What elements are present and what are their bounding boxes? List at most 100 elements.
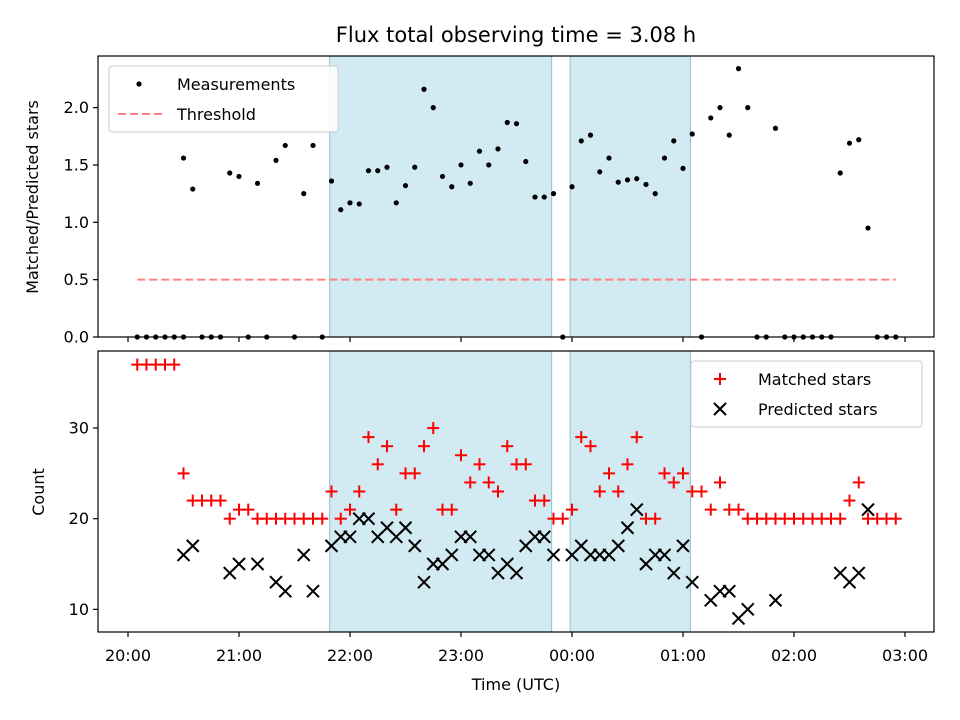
- legend-label-matched-stars: Matched stars: [758, 370, 871, 389]
- legend-label-predicted-stars: Predicted stars: [758, 400, 878, 419]
- matched-stars-point: [316, 512, 329, 525]
- matched-stars-point: [667, 476, 680, 489]
- predicted-stars-point: [398, 521, 413, 535]
- measurement-point: [384, 164, 390, 170]
- measurement-point: [495, 146, 501, 152]
- matched-stars-point: [381, 440, 393, 453]
- matched-stars-point: [603, 467, 615, 480]
- predicted-stars-point: [463, 530, 477, 544]
- matched-stars-point: [732, 503, 745, 516]
- measurement-point: [310, 142, 316, 149]
- predicted-stars-point: [768, 593, 783, 607]
- x-tick-label: 20:00: [105, 646, 151, 665]
- top-shaded-interval: [329, 55, 553, 338]
- measurement-point: [227, 170, 233, 176]
- measurement-point: [328, 178, 335, 184]
- measurement-point: [606, 155, 612, 161]
- measurement-point: [772, 125, 779, 131]
- top-legend-box: [108, 65, 339, 133]
- measurement-point: [421, 86, 427, 92]
- matched-stars-point: [344, 503, 356, 516]
- predicted-stars-point: [676, 539, 690, 553]
- measurement-point: [504, 119, 510, 126]
- predicted-stars-point: [482, 548, 496, 562]
- measurement-point: [689, 131, 695, 137]
- measurement-point: [513, 121, 520, 127]
- x-tick-label: 00:00: [549, 646, 595, 665]
- bottom-y-tick-label: 10: [69, 600, 89, 619]
- matched-stars-point: [575, 431, 588, 444]
- matched-stars-point: [177, 467, 190, 480]
- measurement-point: [467, 180, 473, 186]
- matched-stars-point: [214, 494, 227, 507]
- matched-stars-point: [677, 467, 689, 480]
- measurement-point: [541, 194, 547, 200]
- matched-stars-point: [242, 503, 255, 516]
- measurement-point: [643, 181, 649, 188]
- predicted-stars-point: [685, 575, 699, 589]
- measurement-point: [338, 207, 344, 213]
- measurement-point: [735, 66, 742, 72]
- matched-stars-point: [538, 494, 551, 507]
- measurement-point: [671, 138, 677, 144]
- predicted-stars-point: [361, 511, 376, 526]
- measurement-point: [254, 180, 261, 186]
- matched-stars-point: [168, 358, 181, 371]
- measurement-point: [356, 201, 362, 207]
- x-tick-label: 22:00: [327, 646, 373, 665]
- measurement-point: [624, 177, 631, 183]
- predicted-stars-point: [408, 539, 422, 553]
- matched-stars-point: [482, 476, 495, 489]
- bottom-shaded-interval: [329, 350, 553, 633]
- measurement-point: [634, 176, 640, 182]
- measurement-point: [402, 183, 409, 189]
- predicted-stars-point: [722, 584, 736, 598]
- measurement-point: [393, 200, 399, 206]
- predicted-stars-point: [611, 539, 625, 553]
- matched-stars-point: [852, 476, 865, 489]
- predicted-stars-point: [250, 557, 265, 571]
- matched-stars-point: [695, 485, 708, 498]
- measurement-point: [236, 173, 242, 180]
- measurement-point: [449, 184, 455, 190]
- predicted-stars-point: [630, 502, 644, 517]
- measurement-point: [745, 105, 751, 111]
- x-tick-label: 02:00: [771, 646, 817, 665]
- measurement-point: [180, 155, 187, 161]
- top-y-tick-label: 0.0: [64, 328, 89, 347]
- bottom-y-tick-label: 30: [69, 419, 89, 438]
- predicted-stars-point: [741, 602, 755, 617]
- x-tick-label: 01:00: [660, 646, 706, 665]
- predicted-stars-point: [657, 548, 672, 562]
- matched-stars-point: [834, 512, 847, 525]
- measurement-point: [856, 137, 862, 143]
- measurement-point: [550, 191, 557, 197]
- measurement-point: [587, 132, 594, 138]
- x-tick-label: 23:00: [438, 646, 484, 665]
- predicted-stars-point: [417, 575, 431, 589]
- predicted-stars-point: [306, 584, 320, 598]
- predicted-stars-point: [186, 539, 200, 553]
- matched-stars-point: [325, 485, 338, 498]
- measurement-point: [412, 164, 418, 170]
- matched-stars-point: [658, 467, 671, 480]
- matched-stars-point: [473, 458, 486, 471]
- matched-stars-point: [704, 503, 717, 516]
- measurement-point: [347, 200, 353, 206]
- measurement-point: [523, 158, 529, 165]
- top-y-tick-label: 1.5: [64, 155, 89, 174]
- measurement-point: [282, 142, 288, 149]
- matched-stars-point: [492, 485, 504, 498]
- top-y-axis-label: Matched/Predicted stars: [23, 100, 42, 294]
- predicted-stars-point: [667, 566, 681, 580]
- predicted-stars-point: [343, 530, 357, 544]
- matched-stars-point: [464, 476, 477, 489]
- matched-stars-point: [566, 503, 578, 516]
- measurement-point: [301, 191, 307, 197]
- top-panel: 0.00.51.01.52.0 Matched/Predicted stars …: [23, 55, 935, 347]
- matched-stars-point: [390, 503, 403, 516]
- measurement-point: [365, 168, 372, 174]
- legend-plus-marker: [714, 373, 726, 385]
- bottom-panel: 10 20 30 20:00 21:00 22:00 23:00 00:00 01:00 02:…: [29, 350, 935, 694]
